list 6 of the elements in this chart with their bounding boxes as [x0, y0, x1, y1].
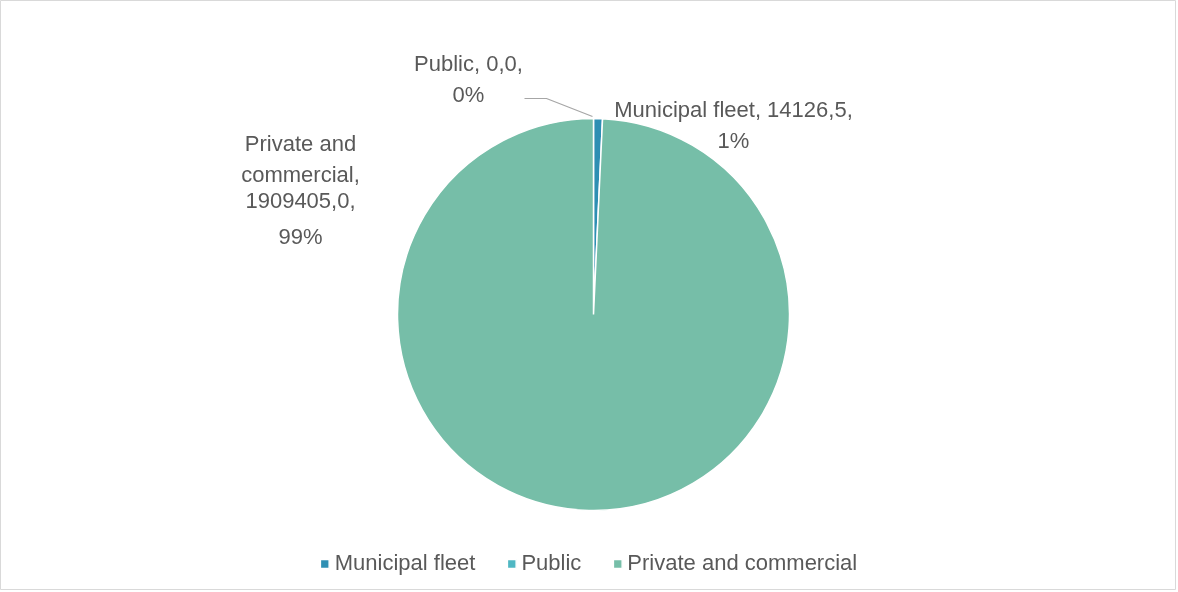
data-label: Private and commercial, 1909405,0, 99% — [241, 130, 360, 249]
legend-label: Public — [521, 550, 582, 576]
data-label: Municipal fleet, 14126,5, 1% — [614, 96, 853, 153]
legend-label: Private and commercial — [627, 550, 858, 576]
text: Public, 0,0, 0% — [414, 50, 523, 107]
legend-label: Municipal fleet — [334, 550, 476, 576]
